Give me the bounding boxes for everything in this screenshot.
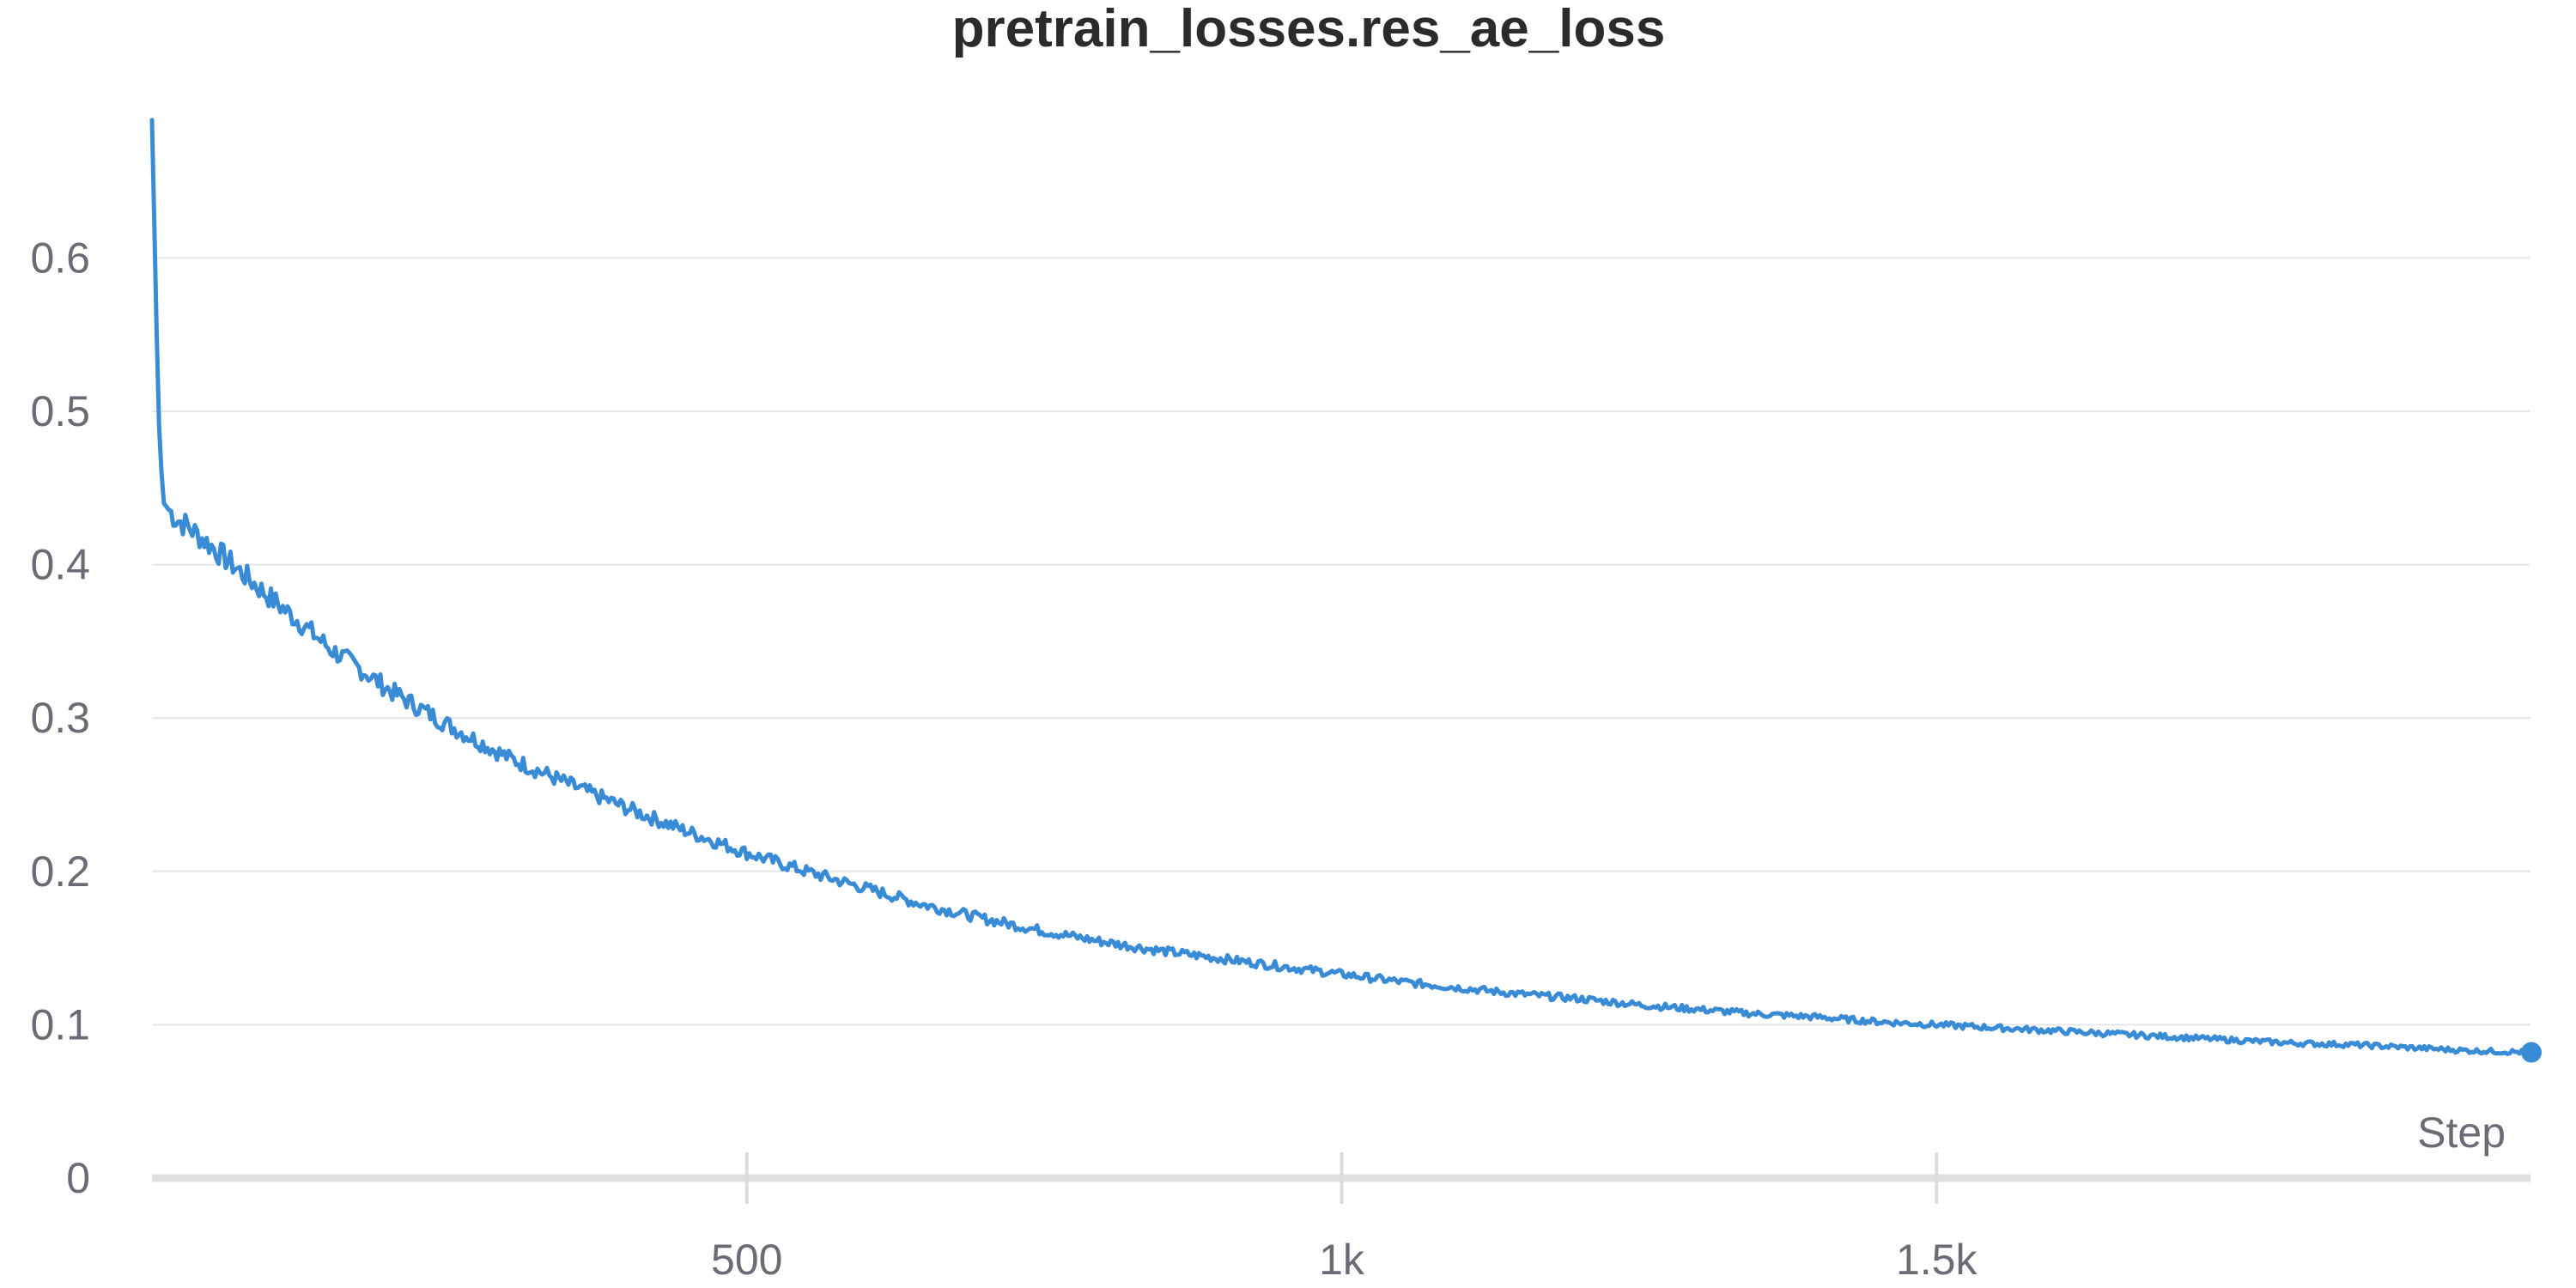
x-axis-label: Step — [2417, 1109, 2506, 1157]
grid-lines — [152, 257, 2530, 1026]
series-line-0 — [149, 118, 2534, 1056]
series-endpoint-0[interactable] — [2521, 1042, 2542, 1063]
y-tick-label-0: 0 — [66, 1154, 90, 1202]
x-tick-label-1: 1k — [1319, 1236, 1365, 1284]
y-tick-label-4: 0.4 — [30, 541, 90, 589]
x-tick-label-2: 1.5k — [1896, 1236, 1978, 1284]
y-tick-label-5: 0.5 — [30, 387, 90, 435]
x-tick-label-0: 500 — [711, 1236, 782, 1284]
y-tick-label-3: 0.3 — [30, 694, 90, 742]
chart-title: pretrain_losses.res_ae_loss — [952, 0, 1666, 58]
y-tick-label-6: 0.6 — [30, 234, 90, 282]
y-tick-label-1: 0.1 — [30, 1000, 90, 1048]
y-axis-ticks: 0 0.1 0.2 0.3 0.4 0.5 0.6 — [30, 234, 90, 1202]
y-tick-label-2: 0.2 — [30, 848, 90, 896]
x-axis: 500 1k 1.5k — [152, 1152, 2530, 1284]
series-layer — [149, 118, 2542, 1063]
